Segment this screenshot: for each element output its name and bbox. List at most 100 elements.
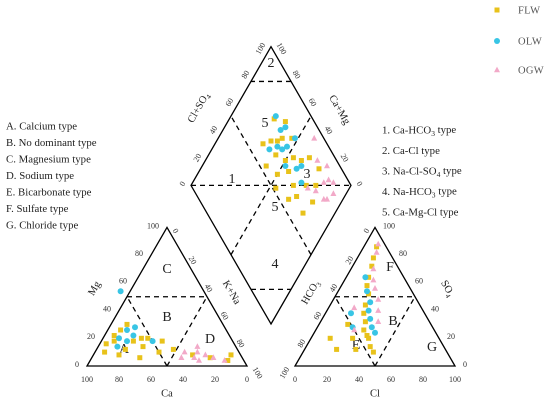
diamond-point-flw: [274, 138, 280, 144]
diamond-point-olw: [272, 113, 279, 120]
anion-point-flw: [327, 335, 333, 341]
cation-right-tick: 60: [219, 310, 231, 321]
diamond-point-flw: [316, 166, 322, 172]
diamond-point-flw: [310, 199, 316, 205]
cation-point-olw: [149, 338, 156, 345]
anion-point-ogw: [370, 276, 377, 283]
legend-label-ogw: OGW: [518, 65, 544, 76]
diamond-point-ogw: [312, 187, 319, 194]
cation-point-ogw: [210, 354, 217, 360]
diamond-left-tick: 60: [224, 97, 236, 108]
zone-type-label: A. Calcium type: [6, 120, 77, 132]
cation-right-tick: 40: [203, 282, 215, 293]
anion-point-flw: [345, 321, 351, 327]
diamond-point-olw: [298, 179, 305, 186]
zone-type-label: D. Sodium type: [6, 170, 74, 182]
diamond-left-tick: 40: [208, 124, 220, 135]
anion-point-olw: [367, 299, 374, 306]
anion-point-ogw: [372, 285, 378, 291]
anion-point-olw: [348, 310, 354, 317]
diamond-point-flw: [303, 182, 309, 188]
cation-point-flw: [156, 349, 162, 355]
diamond-point-flw: [260, 141, 266, 147]
diamond-point-olw: [274, 143, 281, 150]
diamond-left-tick: 80: [240, 69, 252, 80]
diamond-type-label: 2. Ca-Cl type: [382, 145, 440, 157]
diamond-point-flw: [286, 169, 292, 174]
diamond-type-label: 5. Ca-Mg-Cl type: [382, 206, 459, 218]
diamond-point-olw: [298, 163, 305, 169]
diamond-point-olw: [284, 143, 290, 150]
cation-left-tick: 80: [135, 249, 143, 258]
diamond-zone-label: 5: [262, 116, 269, 131]
anion-point-flw: [366, 291, 372, 297]
anion-point-flw: [367, 344, 373, 350]
diamond-right-axis-label: Ca+Mg: [326, 93, 352, 127]
cation-right-axis-label: K+Na: [220, 279, 243, 307]
diamond-left-tick: 100: [254, 41, 268, 56]
anion-zone-label: F: [386, 260, 394, 275]
anion-point-flw: [362, 319, 368, 325]
legend-label-olw: OLW: [518, 36, 542, 47]
cation-point-flw: [170, 346, 176, 352]
anion-point-flw: [350, 335, 356, 341]
diamond-zone-label: 5: [272, 200, 279, 215]
cation-boundary: [126, 296, 168, 367]
legend-marker-flw: [494, 7, 500, 13]
cation-point-flw: [228, 352, 234, 358]
diamond-left-tick: 20: [192, 152, 204, 163]
cation-point-flw: [138, 335, 144, 341]
diamond-frame: [190, 45, 352, 326]
diamond-point-flw: [290, 182, 296, 188]
cation-left-tick: 0: [75, 360, 79, 369]
diamond-point-olw: [282, 163, 289, 169]
anion-left-axis-label: HCO3: [300, 278, 324, 307]
legend-marker-ogw: [494, 66, 500, 73]
diamond-point-flw: [271, 116, 277, 122]
anion-point-flw: [374, 244, 380, 250]
cation-left-tick: 40: [103, 304, 111, 313]
anion-bottom-tick: 20: [323, 375, 331, 384]
diamond-point-olw: [279, 146, 286, 153]
legend-label-flw: FLW: [518, 5, 540, 16]
diamond-point-flw: [289, 135, 295, 141]
cation-point-olw: [132, 324, 138, 331]
diamond-point-olw: [293, 165, 300, 172]
cation-point-ogw: [191, 354, 198, 360]
diamond-point-flw: [273, 185, 279, 191]
cation-point-olw: [124, 327, 130, 333]
anion-point-flw: [353, 346, 359, 352]
diamond-left-axis-label: Cl+SO4: [186, 91, 213, 126]
anion-point-flw: [361, 327, 367, 333]
cation-point-olw: [117, 288, 124, 295]
cation-point-ogw: [181, 348, 188, 355]
cation-point-ogw: [194, 348, 201, 355]
anion-point-olw: [368, 324, 375, 331]
zone-type-label: F. Sulfate type: [6, 203, 69, 215]
cation-point-flw: [103, 341, 109, 347]
anion-bottom-tick: 80: [419, 375, 427, 384]
anion-point-flw: [366, 335, 372, 341]
cation-point-flw: [145, 335, 151, 341]
cation-point-ogw: [178, 354, 185, 360]
anion-point-olw: [364, 288, 370, 295]
anion-zone-label: B: [388, 314, 397, 329]
cation-point-flw: [130, 338, 136, 344]
cation-right-tick: 0: [171, 227, 181, 235]
diamond-point-ogw: [325, 176, 332, 183]
anion-point-ogw: [375, 240, 382, 247]
anion-point-flw: [334, 346, 340, 352]
diamond-type-label: 4. Na-HCO3 type: [382, 186, 457, 199]
cation-point-flw: [124, 321, 130, 327]
zone-type-label: G. Chloride type: [6, 219, 78, 231]
diamond-right-tick: 60: [307, 97, 319, 108]
cation-left-tick: 100: [147, 221, 159, 230]
cation-right-tick: 80: [235, 338, 247, 349]
diamond-point-ogw: [324, 162, 330, 169]
diamond-point-ogw: [304, 184, 311, 191]
diamond-right-tick: 80: [291, 69, 303, 80]
anion-right-tick: 80: [399, 249, 407, 258]
anion-point-flw: [362, 302, 368, 308]
anion-point-ogw: [375, 307, 382, 313]
diamond-point-flw: [263, 163, 269, 169]
